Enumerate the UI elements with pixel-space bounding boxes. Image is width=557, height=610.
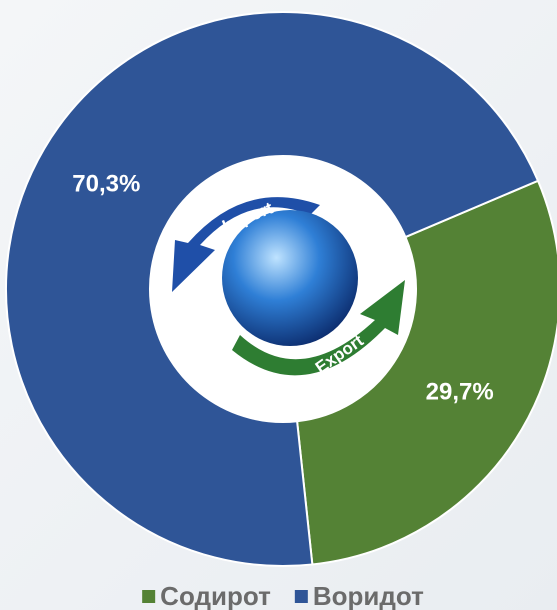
export-arrow <box>232 280 405 376</box>
legend-swatch <box>142 590 156 603</box>
slices: 29,7% 70,3% <box>5 11 557 567</box>
value-label: 29,7% <box>426 378 494 405</box>
legend-label: Воридот <box>313 581 424 610</box>
value-label: 70,3% <box>72 170 140 197</box>
import-arrow <box>172 197 320 292</box>
legend-item: Воридот <box>294 581 424 610</box>
center-emblem: Import Export <box>150 156 416 422</box>
legend-label: Содирот <box>160 581 271 610</box>
legend-swatch <box>294 590 308 603</box>
globe <box>222 210 358 346</box>
legend-item: Содирот <box>142 581 271 610</box>
legend: Содирот Воридот <box>142 581 424 610</box>
